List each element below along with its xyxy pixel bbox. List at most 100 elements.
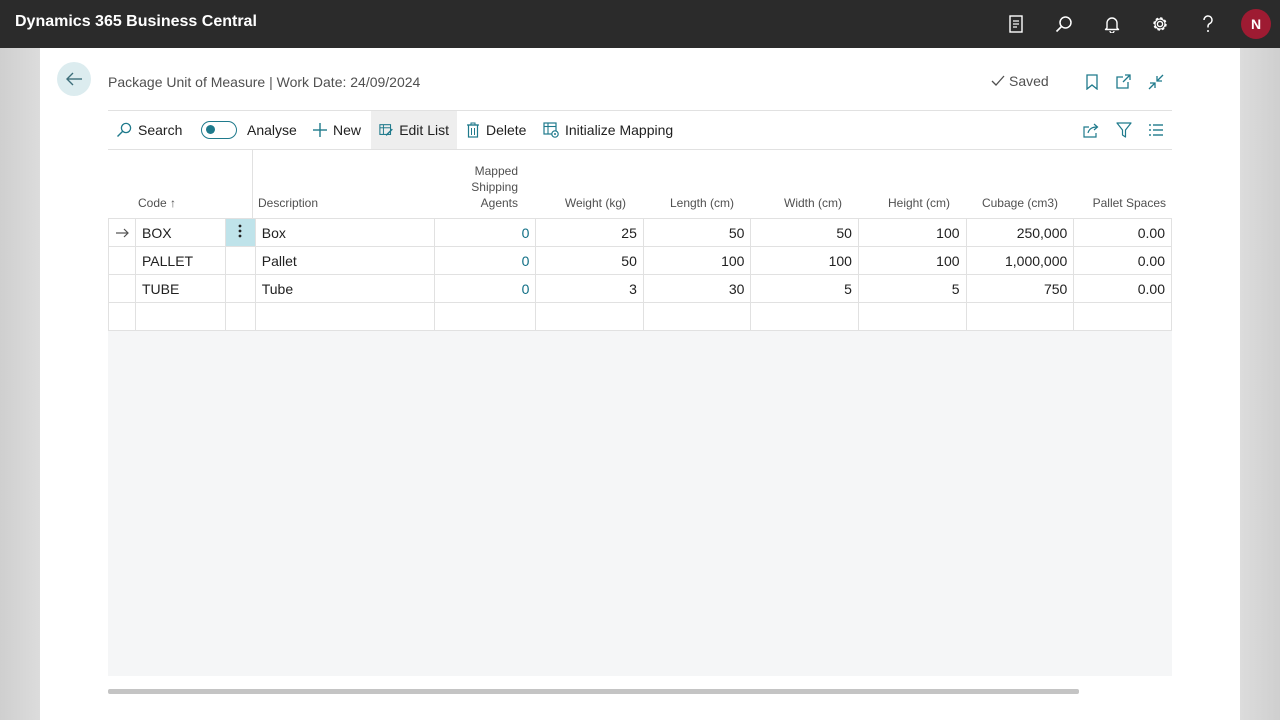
bell-icon[interactable]	[1100, 12, 1124, 36]
cell-description[interactable]: Box	[254, 218, 435, 247]
col-header-mapped-line1: Mapped	[474, 164, 518, 178]
col-header-mapped[interactable]: Mapped Shipping Agents	[438, 163, 518, 211]
plus-icon	[313, 123, 327, 137]
delete-label: Delete	[486, 122, 527, 138]
cell-mapped-link[interactable]: 0	[433, 218, 537, 247]
saved-status: Saved	[991, 73, 1049, 89]
col-header-cubage[interactable]: Cubage (cm3)	[981, 196, 1058, 210]
col-header-pallet-spaces[interactable]: Pallet Spaces	[1092, 196, 1166, 210]
cell-description[interactable]: Pallet	[254, 246, 435, 275]
analyse-toggle[interactable]: Analyse	[193, 111, 305, 149]
bookmark-icon[interactable]	[1082, 72, 1102, 92]
cell-length[interactable]: 30	[642, 274, 752, 303]
cell-cubage[interactable]: 250,000	[965, 218, 1075, 247]
cell-width[interactable]: 100	[750, 246, 859, 275]
page-title: Package Unit of Measure | Work Date: 24/…	[108, 74, 421, 90]
list-view-icon[interactable]	[1146, 120, 1166, 140]
cell-mapped-link[interactable]: 0	[433, 246, 537, 275]
col-header-mapped-line3: Agents	[480, 196, 518, 210]
row-actions-cell[interactable]	[224, 246, 256, 275]
search-action-label: Search	[138, 122, 183, 138]
cell-description-empty[interactable]	[254, 302, 435, 331]
cell-cubage[interactable]: 750	[965, 274, 1075, 303]
cell-description[interactable]: Tube	[254, 274, 435, 303]
new-row[interactable]	[108, 302, 1172, 331]
cell-mapped-link[interactable]: 0	[433, 274, 537, 303]
row-indicator	[108, 274, 136, 303]
col-header-height[interactable]: Height (cm)	[887, 196, 950, 210]
search-icon	[117, 122, 132, 137]
cell-weight[interactable]: 50	[535, 246, 644, 275]
edit-list-icon	[379, 124, 393, 136]
search-icon[interactable]	[1052, 12, 1076, 36]
row-indicator	[108, 218, 136, 247]
cell-height[interactable]: 100	[857, 218, 967, 247]
cell-weight[interactable]: 3	[535, 274, 644, 303]
background-left	[0, 48, 40, 720]
package-uom-grid: Code ↑ Description Mapped Shipping Agent…	[108, 150, 1172, 676]
gear-icon[interactable]	[1148, 12, 1172, 36]
cell-length-empty[interactable]	[642, 302, 752, 331]
cell-mapped-empty[interactable]	[433, 302, 537, 331]
cell-height[interactable]: 5	[857, 274, 967, 303]
help-icon[interactable]	[1196, 12, 1220, 36]
edit-list-button[interactable]: Edit List	[371, 111, 457, 149]
background-right	[1240, 48, 1280, 720]
cell-width[interactable]: 5	[750, 274, 859, 303]
search-action[interactable]: Search	[108, 111, 190, 149]
row-indicator	[108, 302, 136, 331]
more-vertical-icon	[238, 224, 242, 238]
cell-code[interactable]: TUBE	[135, 274, 226, 303]
toggle-switch[interactable]	[201, 121, 237, 139]
table-row[interactable]: TUBE Tube 0 3 30 5 5 750 0.00	[108, 274, 1172, 303]
back-button[interactable]	[57, 62, 91, 96]
cell-weight[interactable]: 25	[535, 218, 644, 247]
collapse-icon[interactable]	[1146, 72, 1166, 92]
cell-cubage[interactable]: 1,000,000	[965, 246, 1075, 275]
row-actions-cell[interactable]	[224, 302, 256, 331]
cell-pallet-empty[interactable]	[1073, 302, 1172, 331]
row-actions-button[interactable]	[224, 218, 256, 247]
cell-weight-empty[interactable]	[535, 302, 644, 331]
delete-button[interactable]: Delete	[458, 111, 534, 149]
cell-code[interactable]: BOX	[135, 218, 226, 247]
mapping-icon	[543, 122, 559, 138]
cell-height[interactable]: 100	[857, 246, 967, 275]
share-icon[interactable]	[1081, 120, 1101, 140]
header-divider	[108, 110, 1172, 111]
analyse-label: Analyse	[247, 122, 297, 138]
col-header-mapped-line2: Shipping	[471, 180, 518, 194]
col-header-weight[interactable]: Weight (kg)	[564, 196, 626, 210]
initialize-mapping-button[interactable]: Initialize Mapping	[535, 111, 681, 149]
cell-length[interactable]: 50	[642, 218, 752, 247]
cell-length[interactable]: 100	[642, 246, 752, 275]
horizontal-scrollbar[interactable]	[108, 689, 1079, 694]
cell-width-empty[interactable]	[750, 302, 859, 331]
cell-pallet-spaces[interactable]: 0.00	[1073, 274, 1172, 303]
document-icon[interactable]	[1004, 12, 1028, 36]
trash-icon	[467, 122, 479, 138]
user-avatar[interactable]: N	[1241, 9, 1271, 39]
cell-code-empty[interactable]	[135, 302, 226, 331]
col-header-code[interactable]: Code ↑	[138, 196, 177, 210]
cell-width[interactable]: 50	[750, 218, 859, 247]
grid-empty-area	[108, 330, 1172, 676]
table-row[interactable]: BOX Box 0 25 50 50 100 250,000 0.00	[108, 218, 1172, 247]
app-title[interactable]: Dynamics 365 Business Central	[15, 13, 257, 30]
cell-pallet-spaces[interactable]: 0.00	[1073, 218, 1172, 247]
table-row[interactable]: PALLET Pallet 0 50 100 100 100 1,000,000…	[108, 246, 1172, 275]
col-header-width[interactable]: Width (cm)	[784, 196, 842, 210]
new-button[interactable]: New	[305, 111, 369, 149]
cell-cubage-empty[interactable]	[965, 302, 1075, 331]
col-header-description[interactable]: Description	[258, 196, 319, 210]
row-actions-cell[interactable]	[224, 274, 256, 303]
cell-code[interactable]: PALLET	[135, 246, 226, 275]
initialize-mapping-label: Initialize Mapping	[565, 122, 674, 138]
cell-height-empty[interactable]	[857, 302, 967, 331]
checkmark-icon	[991, 75, 1005, 86]
top-bar: Dynamics 365 Business Central N	[0, 0, 1280, 48]
col-header-length[interactable]: Length (cm)	[669, 196, 734, 210]
filter-icon[interactable]	[1114, 120, 1134, 140]
cell-pallet-spaces[interactable]: 0.00	[1073, 246, 1172, 275]
open-new-window-icon[interactable]	[1113, 72, 1133, 92]
